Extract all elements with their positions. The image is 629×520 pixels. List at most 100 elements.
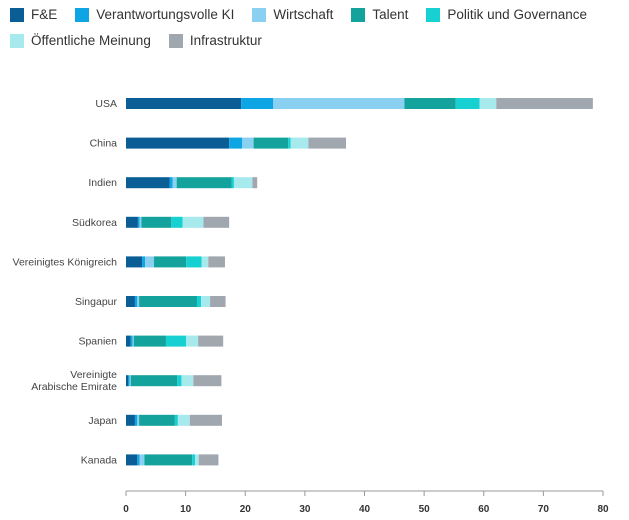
bar-segment-japan-funde [126,414,135,426]
x-tick-label-80: 80 [597,504,609,515]
legend-item-oeffentliche-meinung: Öffentliche Meinung [10,32,151,50]
bar-segment-china-infrastruktur [308,137,347,149]
bar-segment-spanien-funde [126,335,131,347]
bar-segment-japan-oeffentliche-meinung [177,414,190,426]
category-label-vereinigte-arabische-emirate: Vereinigte Arabische Emirate [31,369,117,393]
bar-segment-japan-wirtschaft [137,414,140,426]
x-tick-label-20: 20 [240,504,252,515]
bar-segment-suedkorea-wirtschaft [139,216,142,228]
legend-swatch-wirtschaft [252,8,267,22]
bar-group-usa [126,98,593,109]
bar-segment-indien-talent [176,177,232,189]
bar-segment-vereinigte-arabische-emirate-verantwortungsvolle-ki [128,375,130,387]
category-label-line: Singapur [75,296,118,308]
legend-swatch-infrastruktur [168,34,183,48]
bar-segment-vereinigtes-koenigreich-oeffentliche-meinung [201,256,209,268]
bar-segment-japan-talent [139,414,175,426]
bar-segment-usa-infrastruktur [496,98,593,109]
category-label-line: Südkorea [72,217,117,229]
bar-segment-china-wirtschaft [242,137,254,149]
bar-segment-kanada-infrastruktur [198,454,219,466]
legend-label-funde: F&E [31,7,58,22]
bar-segment-singapur-talent [139,296,197,307]
bar-segment-suedkorea-funde [126,216,138,228]
category-label-vereinigtes-koenigreich: Vereinigtes Königreich [13,256,118,268]
bar-group-japan [126,414,222,426]
bar-segment-kanada-oeffentliche-meinung [195,454,199,466]
bar-segment-usa-oeffentliche-meinung [479,98,497,109]
bar-segment-china-funde [126,137,230,149]
category-label-usa: USA [95,98,117,110]
bar-segment-vereinigtes-koenigreich-funde [126,256,143,268]
bar-segment-suedkorea-oeffentliche-meinung [182,216,204,228]
bar-segment-kanada-talent [144,454,193,466]
bar-segment-usa-funde [126,98,242,109]
bar-segment-spanien-verantwortungsvolle-ki [130,335,133,347]
legend-label-politik-und-governance: Politik und Governance [447,7,587,22]
category-label-line: Indien [88,177,117,189]
bar-group-vereinigte-arabische-emirate [126,375,222,387]
bar-group-spanien [126,335,224,347]
bar-segment-vereinigtes-koenigreich-wirtschaft [145,256,155,268]
bar-segment-vereinigtes-koenigreich-verantwortungsvolle-ki [142,256,146,268]
bar-segment-suedkorea-verantwortungsvolle-ki [137,216,140,228]
bar-segment-kanada-verantwortungsvolle-ki [137,454,140,466]
bar-segment-kanada-politik-und-governance [192,454,196,466]
bar-segment-japan-verantwortungsvolle-ki [134,414,138,426]
legend-label-wirtschaft: Wirtschaft [273,7,334,22]
legend-item-infrastruktur: Infrastruktur [168,32,262,50]
bar-segment-kanada-funde [126,454,138,466]
bar-segment-indien-oeffentliche-meinung [233,177,253,189]
bar-segment-vereinigte-arabische-emirate-oeffentliche-meinung [181,375,194,387]
legend-item-talent: Talent [351,6,408,24]
bar-segment-usa-wirtschaft [273,98,405,109]
x-tick-label-40: 40 [359,504,371,515]
category-label-line: Spanien [78,336,117,348]
legend-label-verantwortungsvolle-ki: Verantwortungsvolle KI [96,7,235,22]
bar-segment-usa-talent [404,98,456,109]
legend-label-oeffentliche-meinung: Öffentliche Meinung [31,33,151,48]
legend-swatch-verantwortungsvolle-ki [75,8,90,22]
chart-legend: F&E Verantwortungsvolle KI Wirtschaft Talen… [10,6,622,50]
bar-segment-china-verantwortungsvolle-ki [229,137,243,149]
legend-swatch-politik-und-governance [426,8,441,22]
x-tick-label-0: 0 [123,504,129,515]
bar-segment-china-politik-und-governance [288,137,291,149]
category-label-indien: Indien [88,177,117,189]
bar-segment-singapur-oeffentliche-meinung [201,296,211,307]
category-label-line: Japan [88,415,117,427]
bar-segment-singapur-wirtschaft [137,296,140,307]
bar-group-suedkorea [126,216,230,228]
legend-item-politik-und-governance: Politik und Governance [426,6,587,24]
category-label-singapur: Singapur [75,296,118,308]
category-label-line: USA [95,98,117,110]
bar-segment-vereinigtes-koenigreich-infrastruktur [208,256,225,268]
bar-segment-vereinigtes-koenigreich-politik-und-governance [186,256,202,268]
legend-swatch-talent [351,8,366,22]
bar-segment-china-oeffentliche-meinung [290,137,309,149]
legend-item-funde: F&E [10,6,57,24]
bar-segment-singapur-verantwortungsvolle-ki [134,296,138,307]
bar-group-vereinigtes-koenigreich [126,256,225,268]
bar-segment-spanien-wirtschaft [132,335,134,347]
legend-swatch-funde [10,8,24,22]
bar-segment-vereinigte-arabische-emirate-wirtschaft [129,375,131,387]
category-label-line: Vereinigte [70,369,117,381]
bar-segment-spanien-talent [133,335,166,347]
legend-item-wirtschaft: Wirtschaft [252,6,333,24]
bar-segment-indien-infrastruktur [252,177,258,189]
bar-segment-kanada-wirtschaft [139,454,145,466]
legend-swatch-oeffentliche-meinung [10,34,24,48]
category-label-line: Kanada [81,454,117,466]
bar-segment-spanien-politik-und-governance [165,335,187,347]
bar-segment-vereinigte-arabische-emirate-politik-und-governance [177,375,182,387]
bar-segment-indien-politik-und-governance [231,177,234,189]
category-label-suedkorea: Südkorea [72,217,117,229]
category-label-japan: Japan [88,415,117,427]
x-tick-label-60: 60 [478,504,490,515]
bar-segment-singapur-infrastruktur [210,296,226,307]
category-label-kanada: Kanada [81,454,117,466]
category-label-spanien: Spanien [78,336,117,348]
bar-segment-indien-wirtschaft [172,177,177,189]
